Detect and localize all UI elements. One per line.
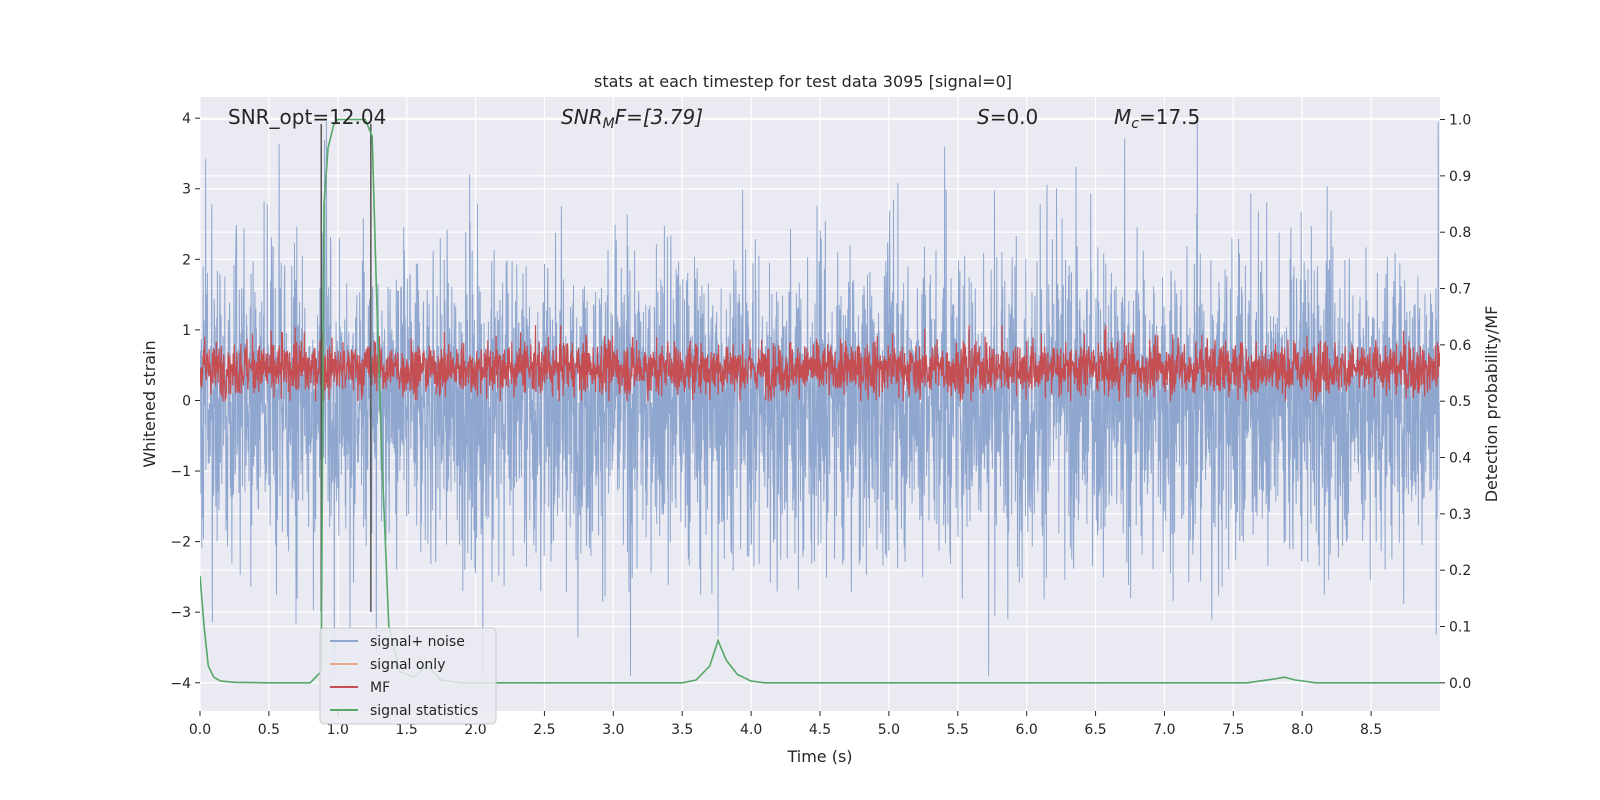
annotation-snr-opt: SNR_opt=12.04 bbox=[228, 105, 386, 129]
y-left-tick-label: 1 bbox=[182, 323, 191, 339]
x-tick-label: 7.5 bbox=[1222, 722, 1244, 738]
annotation-snr-mf-sub: M bbox=[603, 116, 615, 132]
y-right-tick-label: 0.1 bbox=[1449, 620, 1471, 636]
x-axis-ticks: 0.0 0.5 1.0 1.5 2.0 2.5 3.0 3.5 4.0 4.5 5.0 5.5 6.0 6… bbox=[189, 711, 1382, 738]
y-left-tick-label: −3 bbox=[170, 605, 191, 621]
y-right-tick-label: 1.0 bbox=[1449, 113, 1471, 129]
annotation-s-rest: =0.0 bbox=[990, 105, 1039, 129]
legend-label-signal-only: signal only bbox=[370, 657, 445, 673]
y-axis-left-label: Whitened strain bbox=[140, 340, 159, 467]
x-tick-label: 1.5 bbox=[396, 722, 418, 738]
x-tick-label: 5.0 bbox=[878, 722, 900, 738]
x-tick-label: 0.0 bbox=[189, 722, 211, 738]
legend-box bbox=[319, 627, 497, 725]
y-left-tick-label: 2 bbox=[182, 252, 191, 268]
y-right-tick-label: 0.0 bbox=[1449, 676, 1471, 692]
y-left-tick-label: 3 bbox=[182, 182, 191, 198]
y-right-tick-label: 0.4 bbox=[1449, 451, 1471, 467]
y-right-tick-label: 0.9 bbox=[1449, 169, 1471, 185]
annotation-snr-mf-main: SNR bbox=[561, 105, 603, 129]
x-tick-label: 2.0 bbox=[464, 722, 486, 738]
legend-label-signal-noise: signal+ noise bbox=[370, 634, 465, 650]
annotation-s-main: S bbox=[977, 105, 990, 129]
y-right-tick-label: 0.8 bbox=[1449, 225, 1471, 241]
x-tick-label: 3.0 bbox=[602, 722, 624, 738]
x-tick-label: 4.0 bbox=[740, 722, 762, 738]
x-tick-label: 8.0 bbox=[1291, 722, 1313, 738]
y-left-tick-label: −4 bbox=[170, 676, 191, 692]
annotation-snr-mf-rest: F=[3.79] bbox=[615, 105, 703, 129]
annotation-mc-rest: =17.5 bbox=[1139, 105, 1200, 129]
y-left-tick-label: 0 bbox=[182, 393, 191, 409]
x-tick-label: 0.5 bbox=[258, 722, 280, 738]
y-left-tick-label: −2 bbox=[170, 535, 191, 551]
legend-label-signal-statistics: signal statistics bbox=[370, 703, 478, 719]
y-right-tick-label: 0.2 bbox=[1449, 563, 1471, 579]
x-tick-label: 7.0 bbox=[1153, 722, 1175, 738]
annotation-mc-sub: c bbox=[1131, 116, 1139, 132]
x-tick-label: 1.0 bbox=[327, 722, 349, 738]
y-left-tick-label: 4 bbox=[182, 111, 191, 127]
y-left-tick-label: −1 bbox=[170, 464, 191, 480]
x-tick-label: 3.5 bbox=[671, 722, 693, 738]
x-tick-label: 4.5 bbox=[809, 722, 831, 738]
legend-label-mf: MF bbox=[370, 680, 390, 696]
y-right-tick-label: 0.5 bbox=[1449, 394, 1471, 410]
x-tick-label: 6.5 bbox=[1084, 722, 1106, 738]
x-tick-label: 8.5 bbox=[1360, 722, 1382, 738]
annotation-mc-main: M bbox=[1114, 105, 1131, 129]
annotation-s: S=0.0 bbox=[977, 105, 1038, 129]
y-axis-left-ticks: −4 −3 −2 −1 0 1 2 3 4 bbox=[170, 111, 200, 692]
y-axis-right-label: Detection probability/MF bbox=[1482, 306, 1501, 503]
y-axis-right-ticks: 0.0 0.1 0.2 0.3 0.4 0.5 0.6 0.7 0.8 0.9 1.0 bbox=[1440, 113, 1471, 692]
chart-title: stats at each timestep for test data 309… bbox=[594, 72, 1012, 91]
series-mf-line bbox=[200, 325, 1440, 402]
legend: signal+ noise signal only MF signal stat… bbox=[319, 627, 497, 725]
annotation-mc: Mc=17.5 bbox=[1114, 105, 1200, 132]
annotation-snr-mf: SNRMF=[3.79] bbox=[561, 105, 703, 132]
x-axis-label: Time (s) bbox=[786, 747, 852, 766]
y-right-tick-label: 0.3 bbox=[1449, 507, 1471, 523]
y-right-tick-label: 0.7 bbox=[1449, 282, 1471, 298]
x-tick-label: 2.5 bbox=[533, 722, 555, 738]
x-tick-label: 6.0 bbox=[1016, 722, 1038, 738]
y-right-tick-label: 0.6 bbox=[1449, 338, 1471, 354]
series-signal-noise-line bbox=[200, 121, 1440, 676]
x-tick-label: 5.5 bbox=[947, 722, 969, 738]
